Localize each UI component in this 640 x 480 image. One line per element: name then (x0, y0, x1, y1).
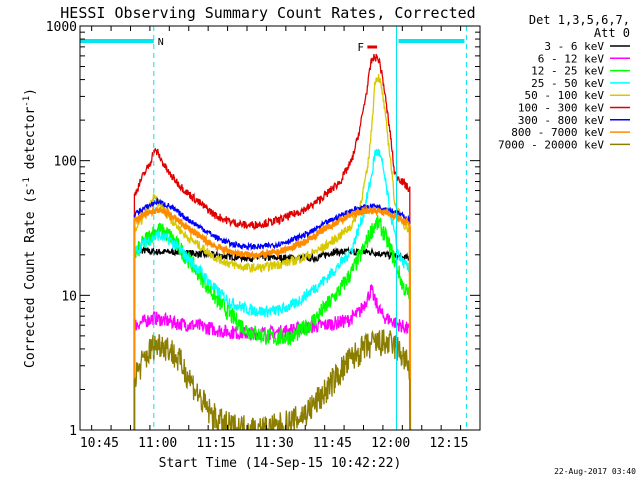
legend-entry-label: 7000 - 20000 keV (498, 138, 604, 151)
x-tick-label: 10:45 (80, 436, 119, 451)
series-100-300-kev-line (133, 53, 411, 430)
x-tick-label: 11:15 (196, 436, 235, 451)
flare-marker-label: F (357, 41, 364, 54)
series-3-6-kev-line (133, 245, 411, 430)
footer-timestamp: 22-Aug-2017 03:40 (554, 467, 636, 476)
legend-header-line2: Att 0 (594, 26, 630, 40)
y-axis-label: Corrected Count Rate (s-1 detector-1) (22, 88, 38, 368)
y-axis-label-part1: Corrected Count Rate (s (23, 188, 38, 368)
legend-entry-label: 100 - 300 keV (518, 102, 604, 115)
legend-entry-label: 800 - 7000 keV (511, 126, 604, 139)
legend-entry-label: 50 - 100 keV (525, 89, 605, 102)
x-tick-label: 12:15 (429, 436, 468, 451)
series-50-100-kev-line (133, 74, 411, 430)
legend-entry-label: 3 - 6 keV (544, 40, 604, 53)
y-axis-label-sup1: -1 (22, 177, 32, 188)
x-axis-label: Start Time (14-Sep-15 10:42:22) (159, 456, 402, 471)
x-tick-label: 11:30 (255, 436, 294, 451)
y-axis-label-part3: ) (23, 88, 38, 96)
x-tick-label: 12:00 (371, 436, 410, 451)
series-800-7000-kev-line (133, 204, 412, 430)
legend-header-line1: Det 1,3,5,6,7, (529, 13, 630, 27)
plot-frame (79, 25, 481, 431)
y-axis: 1 10 100 1000 (46, 20, 480, 439)
legend-entry-label: 25 - 50 keV (531, 77, 604, 90)
series-25-50-kev-line (133, 148, 411, 430)
y-tick-label: 10 (61, 289, 77, 304)
y-axis-label-part2: detector (23, 107, 38, 178)
y-tick-label: 100 (54, 155, 77, 170)
series-6-12-kev-line (133, 283, 411, 430)
y-tick-label: 1 (69, 424, 77, 439)
series-7000-20000-kev-line (133, 329, 411, 430)
series-group (133, 53, 412, 430)
x-tick-label: 11:00 (138, 436, 177, 451)
chart-title: HESSI Observing Summary Count Rates, Cor… (60, 4, 475, 22)
legend-entry-label: 6 - 12 keV (538, 52, 605, 65)
x-axis: 10:45 11:00 11:15 11:30 11:45 12:00 12:15 (80, 26, 481, 451)
y-tick-label: 1000 (46, 20, 77, 35)
x-tick-label: 11:45 (313, 436, 352, 451)
y-axis-label-sup2: -1 (22, 96, 32, 107)
flag-label-0: N (158, 37, 164, 48)
legend-entry-label: 300 - 800 keV (518, 114, 604, 127)
legend-entry-label: 12 - 25 keV (531, 65, 604, 78)
series-12-25-kev-line (133, 215, 411, 430)
